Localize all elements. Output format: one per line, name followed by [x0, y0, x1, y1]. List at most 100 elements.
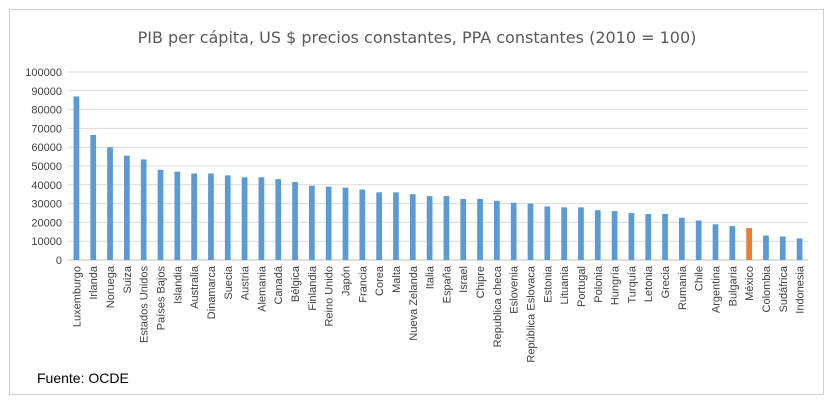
y-tick-label: 50000	[31, 161, 62, 173]
bar-austria	[241, 177, 248, 260]
bar-suiza	[124, 155, 130, 260]
x-tick-label: Italia	[425, 265, 437, 289]
x-tick-label: Australia	[189, 265, 201, 309]
y-tick-label: 80000	[31, 105, 62, 117]
x-tick-label: Francia	[357, 265, 369, 303]
bar-chile	[695, 220, 702, 260]
x-tick-label: Indonesia	[795, 265, 807, 314]
x-tick-label: Reino Unido	[324, 266, 336, 327]
x-tick-label: Noruega	[105, 265, 117, 308]
bar-canadá	[275, 179, 282, 260]
x-tick-label: Grecia	[660, 265, 672, 298]
bar-irlanda	[90, 134, 97, 260]
x-tick-label: México	[744, 266, 756, 301]
bar-estonia	[544, 206, 551, 260]
bar-lituania	[561, 207, 567, 260]
x-tick-label: Letonia	[643, 265, 655, 302]
bar-estados-unidos	[140, 159, 147, 260]
x-tick-label: Portugal	[576, 266, 588, 307]
bar-alemania	[258, 177, 265, 260]
bar-grecia	[662, 213, 668, 260]
bar-bélgica	[292, 181, 298, 260]
bar-dinamarca	[208, 173, 214, 260]
source-note: Fuente: OCDE	[37, 370, 129, 386]
x-tick-label: Irlanda	[88, 265, 100, 300]
x-tick-label: Malta	[391, 265, 403, 293]
y-tick-label: 60000	[31, 142, 62, 154]
bar-turquía	[628, 213, 635, 260]
x-tick-label: Luxemburgo	[71, 266, 83, 327]
x-tick-label: Corea	[374, 265, 386, 296]
bar-japón	[342, 187, 349, 260]
x-tick-label: Bulgaria	[727, 265, 739, 306]
bar-sudáfrica	[779, 236, 786, 260]
bars	[73, 96, 803, 260]
bar-malta	[393, 192, 399, 260]
x-tick-label: Hungría	[610, 265, 622, 305]
x-axis-ticks: Luxemburgo Irlanda Noruega Suiza Estados Uni…	[71, 265, 806, 363]
x-tick-label: Alemania	[256, 265, 268, 312]
bar-israel	[460, 198, 467, 260]
x-tick-label: Eslovenia	[509, 265, 521, 314]
x-tick-label: República Eslovaca	[526, 265, 538, 362]
bar-letonia	[645, 213, 652, 260]
x-tick-label: Israel	[458, 266, 470, 293]
y-tick-label: 0	[56, 255, 62, 267]
bar-corea	[376, 192, 382, 260]
bar-hungría	[611, 211, 618, 260]
y-axis-ticks: 0 10000 20000 30000 40000 50000 60000 70000 8000…	[25, 67, 62, 267]
chart-title: PIB per cápita, US $ precios constantes,…	[137, 28, 697, 47]
bar-noruega	[107, 147, 113, 260]
bar-argentina	[712, 224, 719, 260]
bar-reino-unido	[325, 186, 332, 260]
x-tick-label: Suiza	[122, 265, 134, 293]
x-tick-label: Argentina	[711, 265, 723, 313]
x-tick-label: Países Bajos	[156, 266, 168, 331]
x-tick-label: Finlandia	[307, 265, 319, 311]
x-tick-label: Islandia	[172, 265, 184, 304]
bar-suecia	[224, 175, 231, 260]
bar-italia	[426, 196, 433, 260]
x-tick-label: Rumania	[677, 265, 689, 310]
bar-nueva-zelanda	[409, 194, 416, 260]
y-tick-label: 90000	[31, 86, 62, 98]
bar-portugal	[578, 207, 584, 260]
y-tick-label: 70000	[31, 123, 62, 135]
x-tick-label: Dinamarca	[206, 265, 218, 319]
x-tick-label: Lituania	[559, 265, 571, 304]
y-tick-label: 30000	[31, 199, 62, 211]
x-tick-label: Colombia	[761, 265, 773, 312]
y-tick-label: 20000	[31, 217, 62, 229]
bar-españa	[443, 196, 450, 260]
bar-islandia	[174, 171, 181, 260]
x-tick-label: Austria	[240, 265, 252, 300]
bar-chipre	[477, 198, 483, 260]
x-tick-label: Estados Unidos	[139, 266, 151, 344]
x-tick-label: Sudáfrica	[778, 265, 790, 312]
x-tick-label: Canadá	[273, 265, 285, 304]
bar-países-bajos	[157, 169, 164, 260]
bar-rumania	[679, 217, 685, 260]
x-tick-label: Chile	[694, 266, 706, 291]
x-tick-label: Estonia	[542, 265, 554, 303]
bar-republica-checa	[494, 200, 500, 260]
bar-luxemburgo	[73, 96, 80, 260]
x-tick-label: España	[441, 265, 453, 303]
y-tick-label: 10000	[31, 236, 62, 248]
x-tick-label: Turquía	[626, 265, 638, 303]
x-tick-label: Japón	[341, 266, 353, 296]
x-tick-label: Republica checa	[492, 265, 504, 347]
x-tick-label: Suecia	[223, 265, 235, 300]
x-tick-label: Bélgica	[290, 265, 302, 302]
bar-finlandia	[309, 185, 315, 260]
x-tick-label: Chipre	[475, 266, 487, 298]
y-tick-label: 40000	[31, 180, 62, 192]
x-tick-label: Polonia	[593, 265, 605, 303]
bar-francia	[359, 189, 366, 260]
bar-república-eslovaca	[527, 203, 534, 260]
bar-indonesia	[796, 238, 803, 260]
bar-colombia	[763, 235, 769, 260]
bar-australia	[191, 173, 197, 260]
bar-eslovenia	[510, 202, 517, 260]
